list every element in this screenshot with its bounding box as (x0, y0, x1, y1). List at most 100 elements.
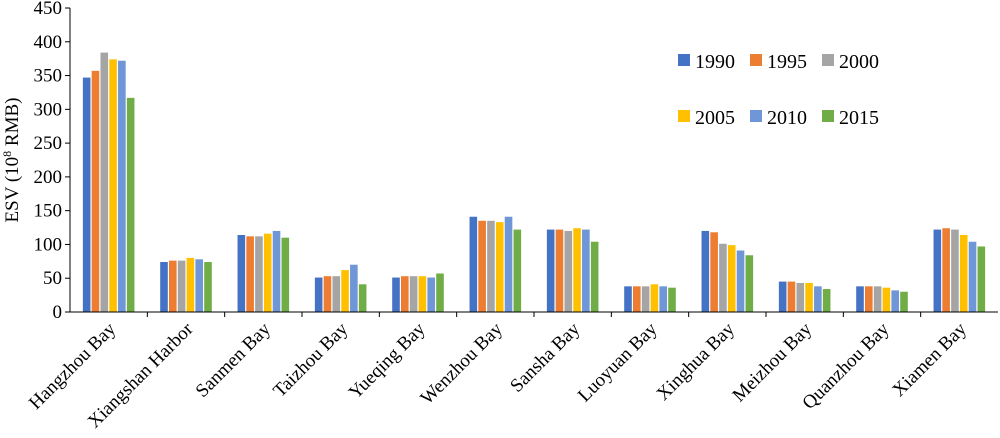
bar-1995-0 (91, 70, 100, 313)
bar-2005-9 (805, 282, 813, 312)
y-tick-label: 450 (34, 0, 63, 19)
bar-2015-10 (900, 291, 908, 312)
bar-2015-7 (668, 287, 676, 312)
bar-1995-4 (401, 276, 409, 312)
category-label: Taizhou Bay (269, 318, 352, 401)
bar-2015-1 (204, 262, 212, 312)
bar-2005-6 (573, 228, 581, 312)
bar-1990-6 (546, 229, 555, 312)
bar-2010-9 (814, 286, 822, 312)
bar-2000-6 (564, 230, 573, 312)
bar-2005-1 (186, 257, 195, 312)
category-label: Yueqing Bay (345, 318, 430, 403)
bar-2015-4 (436, 273, 444, 312)
bar-1990-4 (392, 277, 400, 312)
legend-label-2000: 2000 (839, 51, 879, 73)
bar-1995-6 (555, 229, 564, 312)
bar-1995-7 (633, 286, 641, 312)
bar-1990-10 (856, 286, 864, 312)
bar-1995-9 (787, 281, 796, 312)
bar-2000-4 (409, 276, 418, 312)
legend: 1990 1995 2000 2005 2010 2015 (678, 51, 879, 129)
category-label: Xinghua Bay (653, 318, 739, 404)
bar-1990-3 (314, 277, 323, 312)
bar-2005-7 (650, 284, 659, 312)
bar-2015-2 (281, 237, 290, 312)
legend-swatch-1995 (750, 54, 762, 66)
bar-2005-0 (109, 59, 117, 312)
bar-2000-7 (641, 286, 650, 312)
category-label: Sanmen Bay (192, 318, 275, 401)
bar-1990-2 (237, 234, 246, 312)
bar-2015-3 (358, 284, 367, 312)
bar-1990-1 (160, 262, 168, 312)
bar-2015-0 (126, 97, 135, 312)
y-tick-label: 200 (34, 167, 63, 188)
bar-1990-0 (82, 77, 91, 313)
bar-2000-11 (951, 229, 959, 312)
legend-label-1990: 1990 (695, 51, 735, 73)
y-tick-label: 350 (34, 66, 63, 87)
legend-label-2010: 2010 (767, 107, 807, 129)
legend-label-2015: 2015 (839, 107, 879, 129)
bar-2000-8 (719, 243, 727, 312)
y-tick-label: 100 (34, 234, 63, 255)
category-label: Wenzhou Bay (417, 318, 508, 409)
legend-label-2005: 2005 (695, 107, 735, 129)
category-label: Luoyuan Bay (574, 318, 662, 406)
bar-2010-4 (427, 277, 435, 312)
legend-swatch-2000 (822, 54, 834, 66)
bar-1990-11 (933, 229, 942, 312)
bar-2000-1 (177, 260, 186, 312)
bar-2010-8 (736, 250, 745, 312)
y-axis-title: ESV (108 RMB) (0, 98, 23, 223)
bar-2000-5 (487, 220, 495, 312)
bar-1990-9 (778, 281, 787, 312)
bar-1995-2 (246, 236, 254, 312)
legend-swatch-2015 (822, 110, 834, 122)
bar-1995-5 (478, 220, 486, 312)
bar-2005-4 (418, 276, 427, 312)
bar-2015-5 (513, 229, 522, 312)
y-tick-label: 250 (34, 133, 63, 154)
y-tick-label: 0 (53, 302, 63, 323)
y-tick-label: 150 (34, 201, 63, 222)
legend-swatch-2005 (678, 110, 690, 122)
bar-1990-8 (701, 230, 710, 312)
bar-2005-2 (263, 233, 272, 312)
bar-1995-10 (865, 286, 873, 312)
bar-1990-7 (624, 286, 632, 312)
bar-2010-1 (195, 259, 203, 312)
bar-1995-1 (169, 260, 177, 312)
bar-2010-0 (118, 60, 126, 313)
bar-2010-2 (272, 230, 281, 312)
bar-2010-11 (968, 241, 977, 312)
bar-2000-9 (796, 282, 805, 312)
bar-2015-6 (590, 241, 599, 312)
legend-swatch-1990 (678, 54, 690, 66)
bar-2005-3 (341, 270, 349, 312)
bar-1995-8 (710, 232, 718, 312)
bar-2000-2 (255, 236, 263, 312)
bar-1995-3 (323, 276, 332, 312)
bar-2005-10 (882, 287, 891, 312)
y-tick-label: 400 (34, 32, 63, 53)
bar-2010-10 (891, 290, 899, 312)
bar-2000-3 (332, 276, 341, 312)
category-label: Xiamen Bay (888, 318, 971, 401)
y-tick-label: 50 (43, 268, 62, 289)
bar-2005-8 (727, 245, 736, 312)
bar-2005-11 (959, 234, 968, 312)
bar-2010-3 (350, 264, 358, 312)
bar-1995-11 (942, 228, 950, 312)
y-axis: 0 50 100 150 200 250 300 350 400 450 (34, 0, 71, 323)
bar-2015-9 (822, 289, 831, 312)
bar-2010-5 (504, 216, 513, 312)
legend-label-1995: 1995 (767, 51, 807, 73)
bar-2010-7 (659, 286, 667, 312)
category-label: Sansha Bay (506, 318, 584, 396)
bar-1990-5 (469, 216, 478, 312)
y-tick-label: 300 (34, 99, 63, 120)
